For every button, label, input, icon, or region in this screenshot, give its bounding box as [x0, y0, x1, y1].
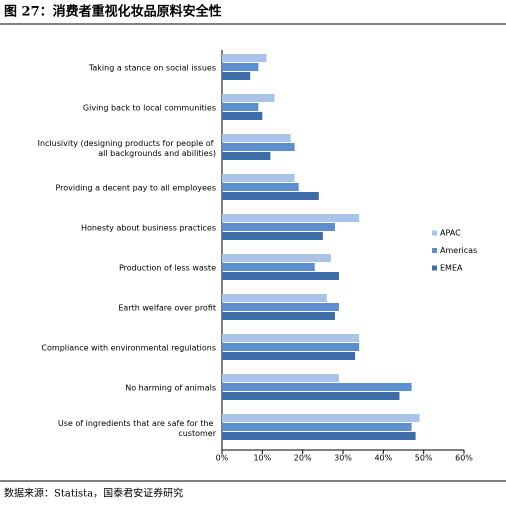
bar: [222, 72, 251, 80]
category-label: Providing a decent pay to all employees: [55, 184, 216, 193]
bar: [222, 312, 335, 320]
bar: [222, 352, 356, 360]
bar: [222, 54, 267, 62]
bar: [222, 432, 416, 440]
x-tick-label: 60%: [455, 454, 473, 463]
x-tick-label: 30%: [334, 454, 352, 463]
category-label: Honesty about business practices: [81, 224, 216, 233]
x-tick-label: 0%: [216, 454, 229, 463]
bar: [222, 334, 360, 342]
x-tick-label: 10%: [253, 454, 271, 463]
bar: [222, 343, 360, 351]
legend-swatch: [432, 248, 437, 253]
category-label: Earth welfare over profit: [118, 304, 216, 313]
legend-swatch: [432, 265, 437, 271]
legend-label: EMEA: [440, 264, 463, 273]
legend-label: Americas: [440, 246, 477, 255]
source: 数据来源：Statista，国泰君安证券研究: [4, 487, 183, 500]
bar: [222, 414, 420, 422]
bar: [222, 303, 339, 311]
bar: [222, 294, 327, 302]
bar: [222, 134, 291, 142]
bar: [222, 223, 335, 231]
legend-swatch: [432, 230, 437, 236]
bar: [222, 112, 263, 120]
bar: [222, 152, 271, 160]
bar: [222, 423, 412, 431]
x-tick-label: 20%: [294, 454, 312, 463]
x-tick-label: 50%: [415, 454, 433, 463]
bar: [222, 174, 295, 182]
bar: [222, 214, 360, 222]
x-tick-label: 40%: [374, 454, 392, 463]
bar: [222, 183, 299, 191]
bar: [222, 63, 259, 71]
bar: [222, 392, 400, 400]
bar: [222, 232, 323, 240]
bar: [222, 383, 412, 391]
bar: [222, 263, 315, 271]
category-label: Production of less waste: [119, 264, 216, 273]
bar: [222, 94, 275, 102]
legend-label: APAC: [440, 229, 461, 238]
chart-title: 图 27：消费者重视化妆品原料安全性: [4, 4, 222, 20]
bar: [222, 254, 331, 262]
category-label: Use of ingredients that are safe for the…: [58, 419, 217, 438]
category-label: Compliance with environmental regulation…: [41, 344, 216, 353]
category-label: No harming of animals: [125, 384, 216, 393]
bar: [222, 374, 339, 382]
bar: [222, 143, 295, 151]
bar: [222, 192, 319, 200]
bar: [222, 272, 339, 280]
category-label: Inclusivity (designing products for peop…: [38, 139, 216, 158]
category-label: Giving back to local communities: [83, 104, 216, 113]
category-label: Taking a stance on social issues: [88, 64, 216, 73]
bar: [222, 103, 259, 111]
